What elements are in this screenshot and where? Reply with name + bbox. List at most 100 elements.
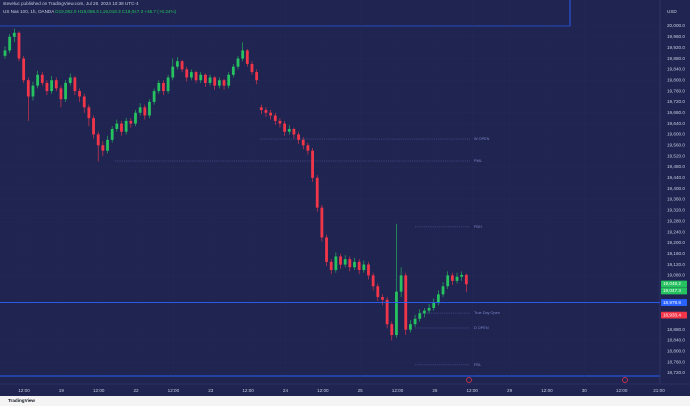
- candle-body: [464, 274, 468, 285]
- candle-body: [190, 72, 193, 78]
- candle-body: [376, 286, 380, 298]
- candle-body: [8, 36, 12, 51]
- candle-body: [413, 318, 417, 325]
- x-tick-label: 24: [283, 388, 289, 393]
- candle-body: [73, 77, 77, 92]
- currency: USD: [667, 9, 677, 14]
- candle-body: [320, 207, 324, 238]
- y-tick-label: 20,000.0: [667, 23, 685, 28]
- candle-body: [106, 139, 109, 151]
- candle-body: [217, 80, 221, 86]
- y-tick-label: 19,080.0: [667, 273, 685, 278]
- y-tick-label: 19,840.0: [667, 67, 685, 72]
- x-tick-label: 22: [133, 388, 139, 393]
- candle-body: [236, 58, 240, 67]
- level-label: PDL: [474, 363, 481, 367]
- candle-body: [199, 74, 203, 81]
- y-tick-label: 19,800.0: [667, 77, 685, 82]
- candle-body: [59, 88, 63, 100]
- y-tick-label: 19,600.0: [667, 132, 685, 137]
- candle-body: [31, 85, 35, 97]
- x-tick-label: 12:00: [93, 388, 105, 393]
- candle-body: [68, 77, 72, 83]
- candle-body: [194, 72, 198, 81]
- candle-body: [343, 259, 347, 265]
- candle-body: [171, 66, 175, 78]
- x-tick-label: 30: [582, 388, 588, 393]
- candle-body: [26, 80, 30, 97]
- price-tag-label: 19,047.3: [663, 288, 681, 293]
- level-label: PDH: [474, 225, 482, 229]
- candle-body: [36, 74, 40, 86]
- candle-body: [287, 129, 291, 132]
- footer-bar: [0, 396, 690, 406]
- x-tick-label: 23: [208, 388, 214, 393]
- price-tag-label: 19,048.2: [663, 281, 681, 286]
- candle-body: [371, 275, 375, 287]
- candle-body: [45, 82, 49, 92]
- attribution: steveluc published on TradingView.com, J…: [3, 1, 139, 6]
- candle-body: [418, 313, 422, 319]
- candle-body: [432, 302, 436, 308]
- candle-body: [264, 110, 268, 113]
- y-tick-label: 19,160.0: [667, 251, 685, 256]
- x-tick-label: 25: [358, 388, 364, 393]
- x-tick-label: 29: [507, 388, 513, 393]
- candle-body: [87, 107, 91, 119]
- candle-body: [54, 80, 58, 89]
- y-tick-label: 19,120.0: [667, 262, 685, 267]
- candle-body: [110, 129, 114, 140]
- y-tick-label: 19,360.0: [667, 197, 685, 202]
- candle-body: [120, 123, 123, 132]
- y-tick-label: 19,520.0: [667, 153, 685, 158]
- x-tick-label: 12:00: [392, 388, 404, 393]
- candle-body: [311, 150, 314, 178]
- y-tick-label: 19,480.0: [667, 164, 685, 169]
- event-icon[interactable]: [466, 377, 472, 383]
- candle-body: [409, 324, 412, 330]
- x-tick-label: 26: [432, 388, 438, 393]
- candle-body: [446, 275, 450, 287]
- y-tick-label: 19,320.0: [667, 208, 685, 213]
- x-tick-label: 12:00: [18, 388, 30, 393]
- candle-body: [40, 74, 44, 83]
- y-tick-label: 19,680.0: [667, 110, 685, 115]
- level-label: D OPEN: [474, 326, 489, 330]
- level-label: W OPEN: [474, 137, 490, 141]
- candle-body: [455, 276, 459, 281]
- candle-body: [250, 63, 254, 73]
- candle-body: [176, 61, 179, 67]
- candle-body: [269, 112, 273, 116]
- candle-body: [3, 50, 7, 56]
- candle-body: [12, 32, 16, 37]
- candle-body: [292, 129, 296, 135]
- y-tick-label: 19,400.0: [667, 186, 685, 191]
- candle-body: [348, 259, 352, 268]
- candle-body: [162, 82, 165, 92]
- y-tick-label: 19,720.0: [667, 99, 685, 104]
- candle-body: [50, 80, 53, 92]
- candle-body: [157, 82, 161, 92]
- candle-body: [241, 50, 245, 59]
- candle-body: [166, 77, 170, 92]
- y-tick-label: 18,760.0: [667, 359, 685, 364]
- candle-body: [185, 69, 189, 78]
- candle-body: [353, 261, 356, 268]
- candle-body: [115, 123, 119, 130]
- x-tick-label: 12:00: [317, 388, 329, 393]
- y-tick-label: 19,640.0: [667, 121, 685, 126]
- candle-body: [129, 120, 133, 124]
- price-tag: [661, 299, 687, 306]
- event-icon[interactable]: [622, 377, 628, 383]
- candle-body: [273, 115, 277, 121]
- y-tick-label: 19,960.0: [667, 34, 685, 39]
- candle-body: [213, 77, 217, 86]
- price-tag: [661, 287, 687, 295]
- candle-body: [222, 80, 226, 86]
- y-tick-label: 19,560.0: [667, 143, 685, 148]
- candle-body: [101, 145, 105, 151]
- symbol: US Nas 100, 1h, OANDA: [3, 9, 55, 14]
- candle-body: [427, 307, 431, 311]
